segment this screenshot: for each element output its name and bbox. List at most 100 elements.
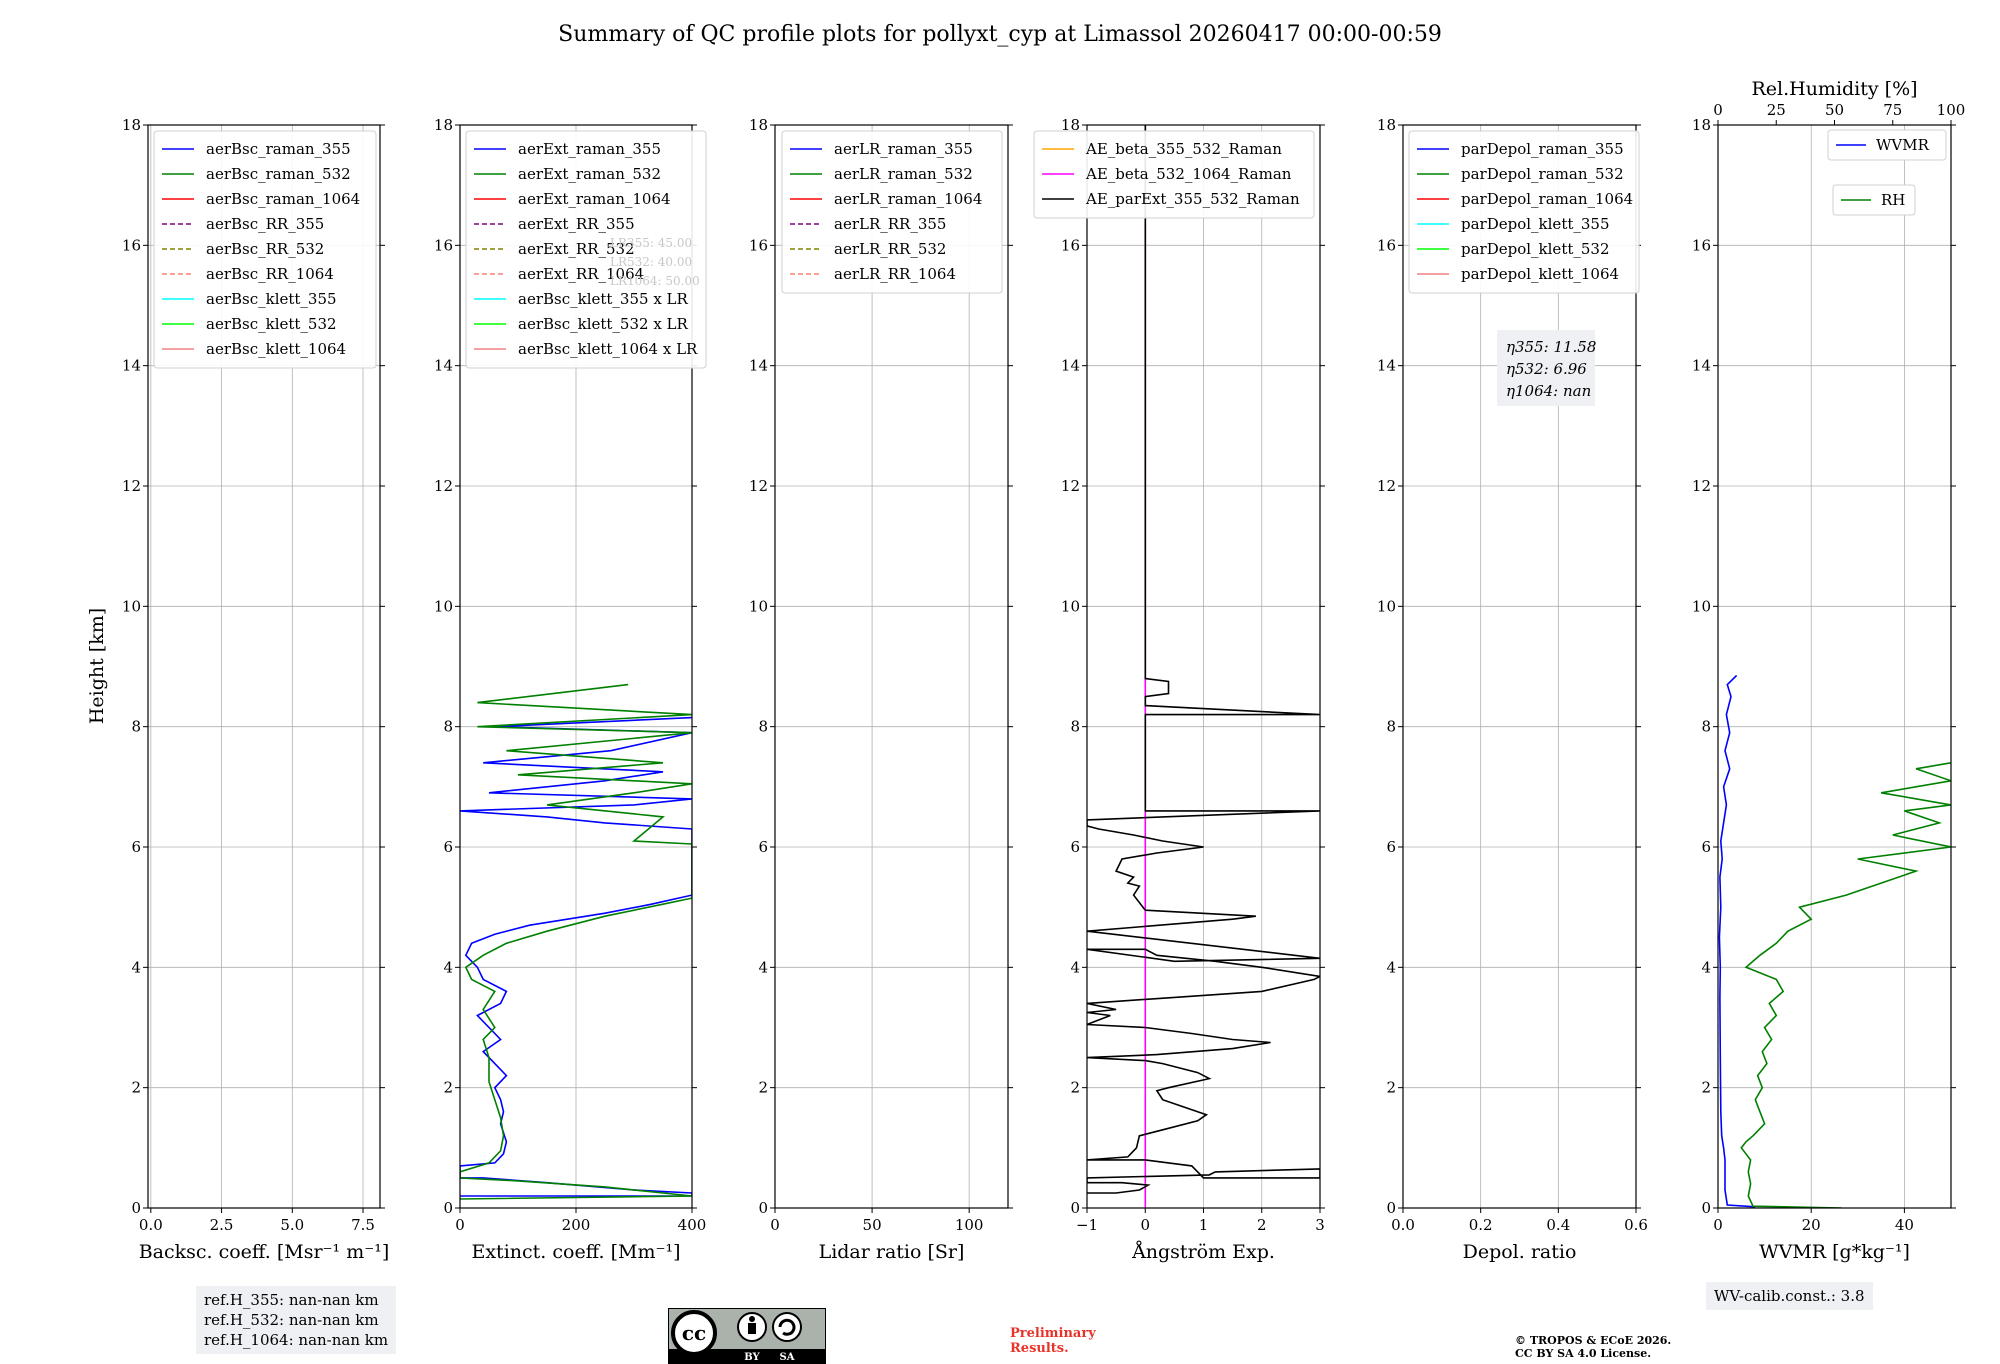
legend-label: aerBsc_klett_1064 x LR bbox=[518, 340, 698, 358]
copyright-note: © TROPOS & ECoE 2026. CC BY SA 4.0 Licen… bbox=[1515, 1334, 1671, 1360]
y-tick-label: 2 bbox=[131, 1079, 141, 1097]
legend-label: aerBsc_RR_1064 bbox=[206, 265, 334, 283]
ref-heights-box: ref.H_355: nan-nan km ref.H_532: nan-nan… bbox=[196, 1286, 397, 1354]
x-tick-label: 400 bbox=[678, 1216, 707, 1234]
y-tick-label: 0 bbox=[1386, 1199, 1396, 1217]
top-x-tick-label: 100 bbox=[1937, 101, 1966, 119]
series-line-WVMR bbox=[1718, 674, 1756, 1208]
ref-height-532: ref.H_532: nan-nan km bbox=[204, 1311, 379, 1329]
y-tick-label: 4 bbox=[443, 958, 453, 976]
x-tick-label: 0.0 bbox=[1391, 1216, 1415, 1234]
y-tick-label: 2 bbox=[1701, 1079, 1711, 1097]
legend-box bbox=[1832, 184, 1916, 216]
top-x-tick-label: 0 bbox=[1713, 101, 1723, 119]
y-tick-label: 4 bbox=[1070, 958, 1080, 976]
legend-box bbox=[153, 130, 377, 369]
ref-height-355: ref.H_355: nan-nan km bbox=[204, 1291, 379, 1309]
y-tick-label: 18 bbox=[749, 116, 768, 134]
x-tick-label: 40 bbox=[1895, 1216, 1914, 1234]
legend-label: aerBsc_raman_1064 bbox=[206, 190, 360, 208]
y-tick-label: 2 bbox=[1386, 1079, 1396, 1097]
y-tick-label: 12 bbox=[749, 477, 768, 495]
cc-license-badge: cc BY SA bbox=[668, 1308, 826, 1364]
panel-3: 0 2 4 6 8 10 12 14 16 18 0 50 100 Lidar ratio [Sr] aer… bbox=[749, 116, 1013, 1263]
eta-value: η1064: nan bbox=[1506, 382, 1591, 400]
y-tick-label: 12 bbox=[1692, 477, 1711, 495]
y-tick-label: 14 bbox=[1377, 357, 1396, 375]
y-tick-label: 16 bbox=[122, 236, 141, 254]
sa-label: SA bbox=[780, 1352, 795, 1363]
y-tick-label: 16 bbox=[749, 236, 768, 254]
x-tick-label: 2 bbox=[1257, 1216, 1267, 1234]
lr-note: LR532: 40.00 bbox=[610, 255, 692, 269]
y-tick-label: 10 bbox=[122, 597, 141, 615]
preliminary-note: Preliminary Results. bbox=[1010, 1326, 1096, 1356]
y-tick-label: 8 bbox=[1701, 718, 1711, 736]
eta-value: η355: 11.58 bbox=[1506, 338, 1596, 356]
wv-calib-box: WV-calib.const.: 3.8 bbox=[1706, 1282, 1873, 1310]
copyright-line1: © TROPOS & ECoE 2026. bbox=[1515, 1334, 1672, 1347]
cc-logo-icon bbox=[671, 1310, 717, 1356]
legend-label: aerBsc_klett_1064 bbox=[206, 340, 346, 358]
x-tick-label: 0 bbox=[1713, 1216, 1723, 1234]
x-axis-label: WVMR [g*kg⁻¹] bbox=[1759, 1241, 1910, 1263]
legend-label: aerLR_RR_355 bbox=[834, 215, 946, 233]
y-tick-label: 6 bbox=[131, 838, 141, 856]
y-tick-label: 18 bbox=[1061, 116, 1080, 134]
y-tick-label: 16 bbox=[1061, 236, 1080, 254]
x-tick-label: 0.6 bbox=[1624, 1216, 1648, 1234]
legend-label: RH bbox=[1881, 191, 1905, 209]
x-tick-label: 0 bbox=[770, 1216, 780, 1234]
x-tick-label: 200 bbox=[562, 1216, 591, 1234]
series-line-aerExt_raman_355 bbox=[460, 716, 692, 1197]
legend-label: aerBsc_RR_355 bbox=[206, 215, 324, 233]
y-tick-label: 10 bbox=[749, 597, 768, 615]
y-tick-label: 10 bbox=[1061, 597, 1080, 615]
panel-frame bbox=[1402, 124, 1637, 1209]
legend-box bbox=[1827, 129, 1947, 161]
y-tick-label: 4 bbox=[131, 958, 141, 976]
lr-note: LR1064: 50.00 bbox=[610, 274, 700, 288]
by-label: BY bbox=[744, 1352, 760, 1363]
y-tick-label: 14 bbox=[434, 357, 453, 375]
y-tick-label: 6 bbox=[1070, 838, 1080, 856]
x-axis-label: Lidar ratio [Sr] bbox=[819, 1241, 965, 1263]
legend-label: parDepol_klett_1064 bbox=[1461, 265, 1619, 283]
legend-label: parDepol_klett_532 bbox=[1461, 240, 1610, 258]
legend-label: aerLR_RR_1064 bbox=[834, 265, 956, 283]
legend-label: parDepol_raman_355 bbox=[1461, 140, 1624, 158]
y-tick-label: 2 bbox=[443, 1079, 453, 1097]
cc-logo-text: cc bbox=[682, 1321, 706, 1345]
top-x-axis-label: Rel.Humidity [%] bbox=[1751, 78, 1917, 100]
y-tick-label: 0 bbox=[1070, 1199, 1080, 1217]
x-tick-label: 2.5 bbox=[210, 1216, 234, 1234]
legend-label: aerBsc_klett_355 x LR bbox=[518, 290, 689, 308]
y-tick-label: 18 bbox=[434, 116, 453, 134]
series-line-RH bbox=[1740, 762, 1951, 1208]
y-tick-label: 8 bbox=[443, 718, 453, 736]
legend-label: aerExt_RR_532 bbox=[518, 240, 635, 258]
top-x-tick-label: 50 bbox=[1825, 101, 1844, 119]
top-x-tick-label: 25 bbox=[1767, 101, 1786, 119]
lr-note: LR355: 45.00 bbox=[610, 236, 692, 250]
x-axis-label: Backsc. coeff. [Msr⁻¹ m⁻¹] bbox=[139, 1241, 390, 1263]
legend-label: parDepol_klett_355 bbox=[1461, 215, 1610, 233]
legend-label: aerExt_raman_355 bbox=[518, 140, 661, 158]
wv-calib-text: WV-calib.const.: 3.8 bbox=[1714, 1287, 1865, 1305]
y-tick-label: 10 bbox=[1377, 597, 1396, 615]
legend-label: aerBsc_klett_532 x LR bbox=[518, 315, 689, 333]
preliminary-line1: Preliminary bbox=[1010, 1326, 1096, 1341]
x-tick-label: 50 bbox=[863, 1216, 882, 1234]
y-axis-label: Height [km] bbox=[86, 608, 108, 724]
ref-height-1064: ref.H_1064: nan-nan km bbox=[204, 1331, 389, 1349]
legend-label: aerExt_raman_1064 bbox=[518, 190, 671, 208]
y-tick-label: 8 bbox=[758, 718, 768, 736]
y-tick-label: 6 bbox=[443, 838, 453, 856]
y-tick-label: 14 bbox=[749, 357, 768, 375]
preliminary-line2: Results. bbox=[1010, 1341, 1069, 1356]
x-tick-label: 7.5 bbox=[351, 1216, 375, 1234]
y-tick-label: 16 bbox=[1692, 236, 1711, 254]
sa-share-icon bbox=[772, 1312, 802, 1342]
x-tick-label: 0.4 bbox=[1546, 1216, 1570, 1234]
y-tick-label: 12 bbox=[122, 477, 141, 495]
